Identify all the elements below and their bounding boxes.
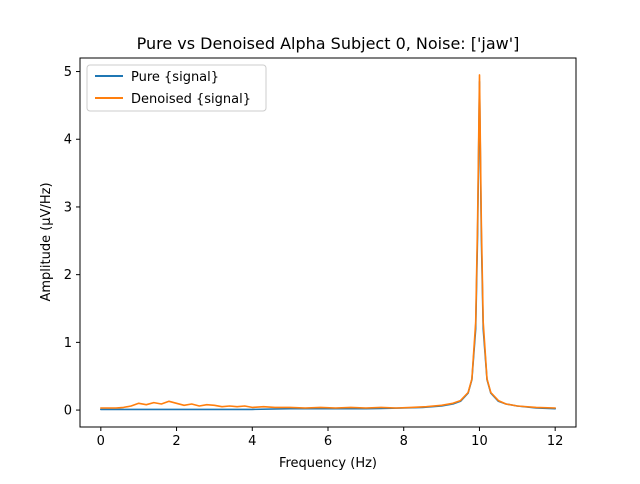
legend-label-denoised: Denoised {signal} [131, 92, 251, 107]
x-tick-label: 12 [547, 434, 564, 449]
y-tick-label: 0 [64, 404, 72, 419]
y-tick-label: 2 [64, 268, 72, 283]
series-line-denoised [100, 74, 557, 409]
x-axis-label: Frequency (Hz) [279, 456, 377, 471]
plot-frame [79, 57, 577, 428]
legend-box [86, 64, 267, 112]
x-tick-label: 4 [248, 434, 256, 449]
x-tick-label: 8 [400, 434, 408, 449]
y-tick-label: 4 [64, 133, 72, 148]
x-tick-label: 10 [471, 434, 488, 449]
x-tick-label: 0 [97, 434, 105, 449]
series-layer [100, 74, 557, 411]
plot-area [80, 58, 576, 427]
x-tick-label: 2 [172, 434, 180, 449]
chart-title: Pure vs Denoised Alpha Subject 0, Noise:… [137, 34, 520, 53]
y-tick-label: 3 [64, 200, 72, 215]
x-tick-label: 6 [324, 434, 332, 449]
y-tick-label: 5 [64, 65, 72, 80]
y-tick-label: 1 [64, 336, 72, 351]
legend: Pure {signal} Denoised {signal} [86, 64, 267, 112]
legend-label-pure: Pure {signal} [131, 70, 219, 85]
y-axis-label: Amplitude (μV/Hz) [39, 182, 54, 301]
